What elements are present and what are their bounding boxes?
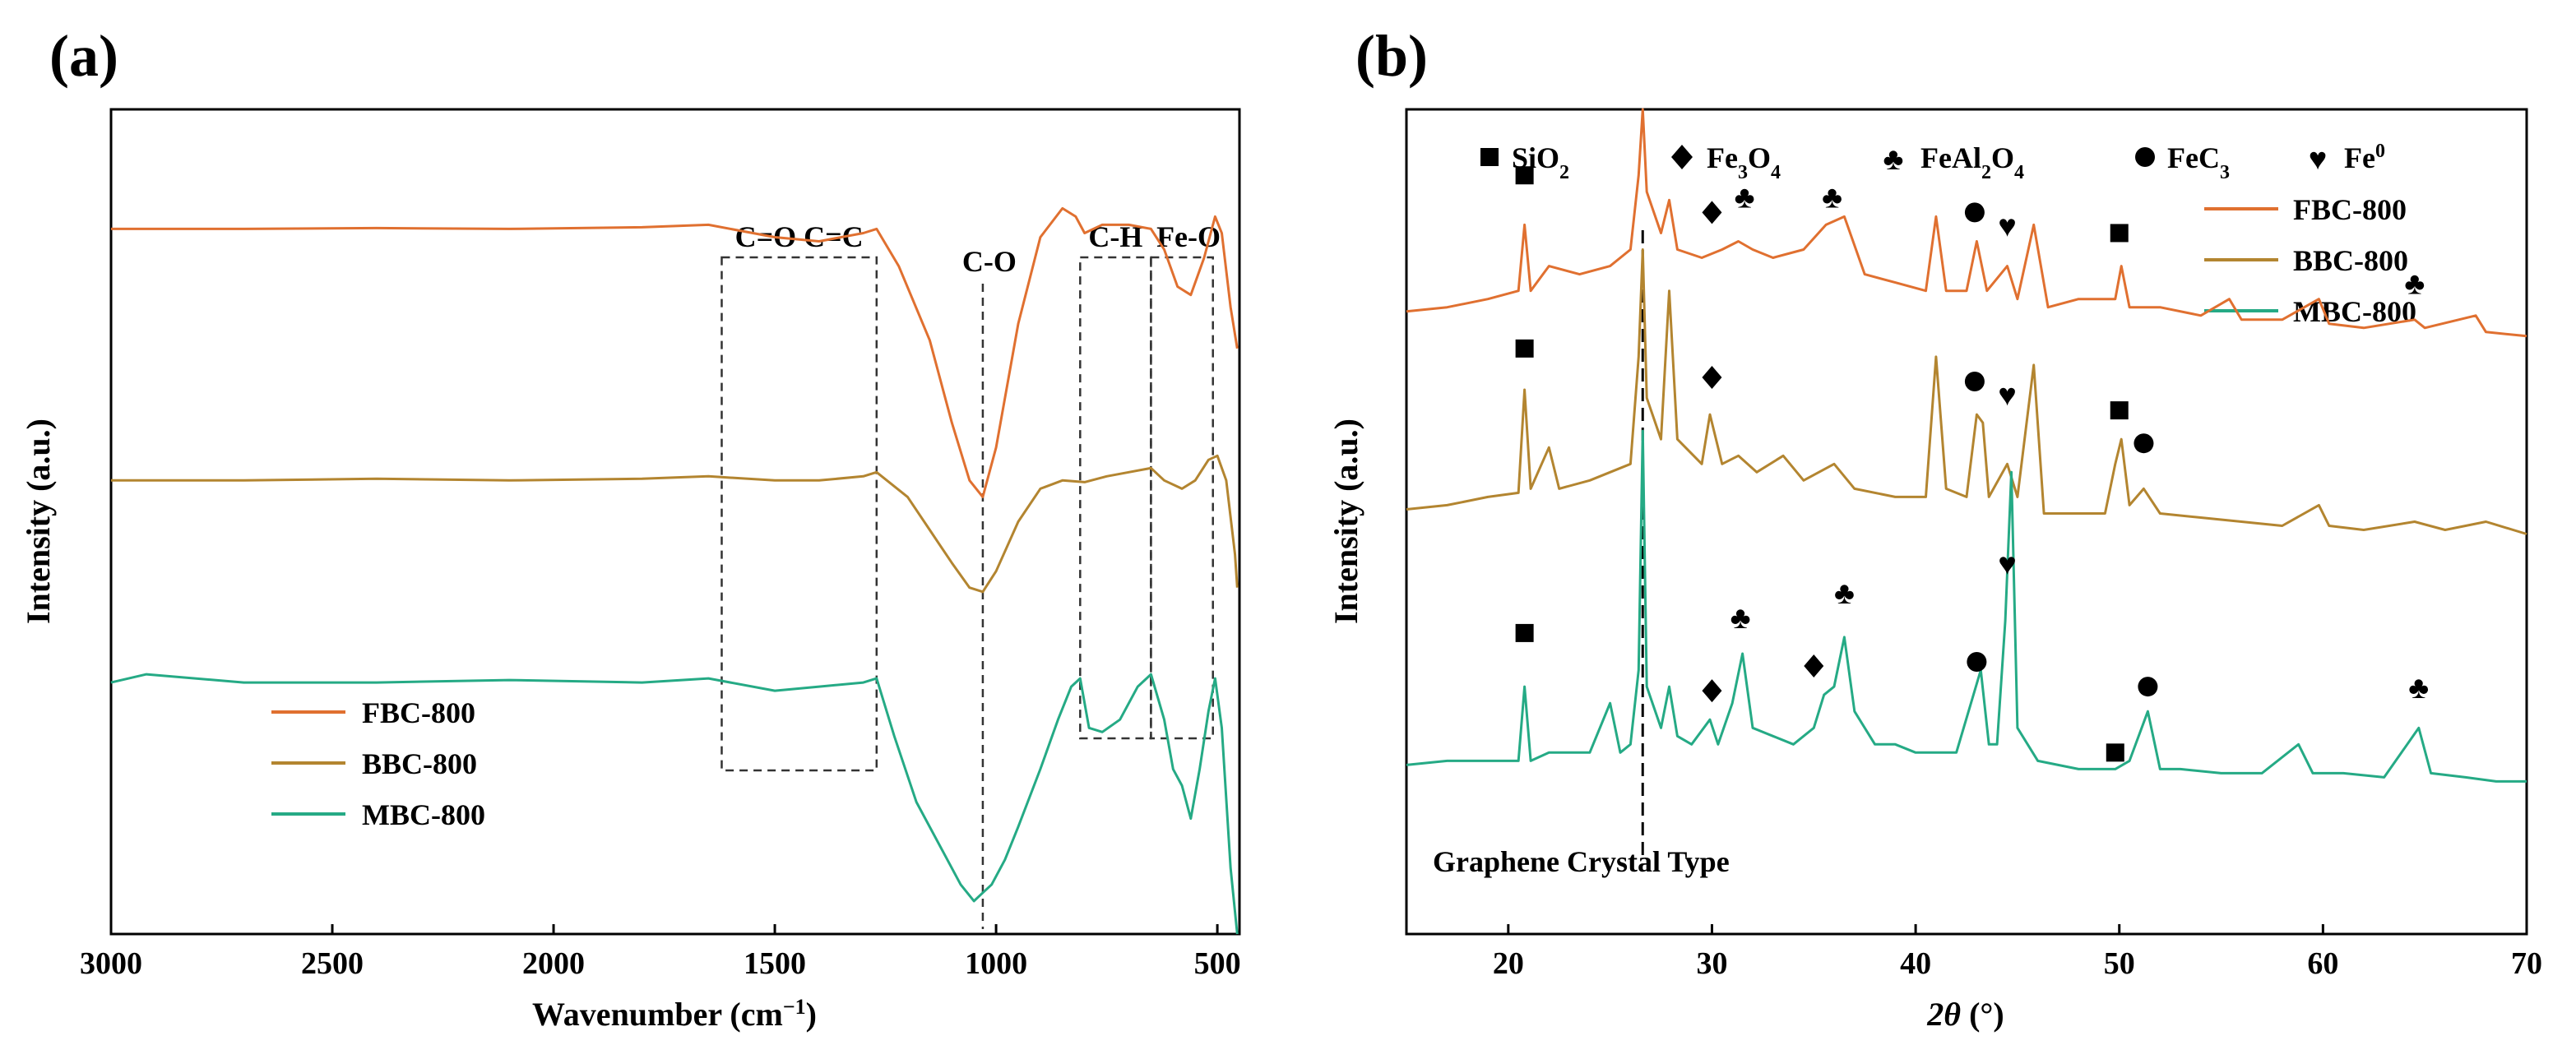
panel-a-x-tick-label-1000: 1000 [965,946,1027,981]
black-heart-icon-mbc-800-20: ♥ [1998,548,2017,582]
panel-a-ftir: (a) 3000 2500 2000 1500 1000 500 Intensity (a… [20,23,1241,1033]
black-square-icon-bbc-800-8 [1515,339,1534,358]
panel-b-series-bbc-800 [1406,248,2527,535]
band-box-feo [1150,256,1214,740]
panel-b-label: (b) [1355,23,1428,89]
black-club-icon-mbc-800-18: ♣ [1834,576,1855,611]
black-heart-icon-bbc-800-11: ♥ [1998,378,2017,413]
phase-label-feal2o4: FeAl2O4 [1920,141,2024,183]
panel-a-series-mbc-800 [110,673,1239,935]
black-club-icon-fbc-800-7: ♣ [2404,267,2425,302]
band-box-co-cc [720,256,878,772]
black-circle-icon [2135,147,2155,167]
panel-b-series [1406,108,2527,783]
panel-a-series-fbc-800 [111,206,1239,498]
panel-b-x-tick-label-60: 60 [2307,946,2338,981]
panel-b-legend: FBC-800 BBC-800 MBC-800 [2204,193,2416,328]
black-diamond-icon-mbc-800-15 [1702,679,1722,703]
panel-a-series [110,206,1239,935]
panel-b-phase-legend: SiO2 Fe3O4 ♣ FeAl2O4 FeC3 ♥ Fe0 [1480,141,2385,183]
phase-label-fe3o4: Fe3O4 [1707,141,1781,183]
panel-b-x-axis-title: 2θ (°) [1926,996,2004,1033]
panel-a-x-tick-label-3000: 3000 [80,946,142,981]
black-heart-icon-fbc-800-5: ♥ [1998,209,2017,243]
panel-a-x-tick-label-1500: 1500 [744,946,806,981]
legend-b-label-bbc: BBC-800 [2293,244,2408,277]
graphene-crystal-type-label: Graphene Crystal Type [1433,845,1730,878]
black-heart-icon: ♥ [2309,142,2328,177]
panel-b-xrd: (b) 20 30 40 50 60 70 Intensity (a.u.) 2θ (°)… [1327,23,2542,1033]
black-circle-icon-bbc-800-10 [1964,371,1985,391]
panel-a-y-axis-title: Intensity (a.u.) [20,419,57,624]
black-club-icon-fbc-800-2: ♣ [1735,180,1755,215]
panel-b-x-tick-label-30: 30 [1696,946,1727,981]
panel-b-series-fbc-800 [1406,108,2527,338]
panel-b-x-tick-label-70: 70 [2511,946,2542,981]
black-square-icon [1480,148,1499,166]
panel-b-peak-markers: ♣ ♣ ♥ ♣ ♥ ♣ ♣ ♥ ♣ [1515,166,2429,762]
panel-a-frame [109,108,1241,936]
panel-a-x-ticks: 3000 2500 2000 1500 1000 500 [80,924,1241,981]
panel-a-series-bbc-800 [111,454,1239,594]
black-square-icon-fbc-800-6 [2110,224,2129,243]
black-club-icon-fbc-800-3: ♣ [1822,180,1842,215]
black-circle-icon-mbc-800-19 [1967,652,1987,673]
black-square-icon-fbc-800-0 [1515,166,1534,185]
legend-b-label-fbc: FBC-800 [2293,193,2407,226]
black-diamond-icon-fbc-800-1 [1702,201,1722,224]
panel-a-label: (a) [49,23,118,89]
panel-b-frame [1405,108,2528,936]
panel-a-band-annotations: C=O C=C C-O C-H Fe-O [720,220,1221,929]
black-diamond-icon-mbc-800-17 [1804,654,1824,678]
panel-b-y-axis-title: Intensity (a.u.) [1327,419,1364,624]
panel-a-x-tick-label-500: 500 [1194,946,1241,981]
black-circle-icon-mbc-800-22 [2138,677,2158,697]
black-diamond-icon-bbc-800-9 [1702,365,1722,389]
panel-b-x-tick-label-40: 40 [1900,946,1931,981]
black-circle-icon-fbc-800-4 [1964,202,1985,223]
black-circle-icon-bbc-800-13 [2134,433,2154,454]
legend-a-label-fbc: FBC-800 [362,696,475,729]
black-square-icon-mbc-800-14 [1515,623,1534,642]
legend-a-label-bbc: BBC-800 [362,747,477,780]
band-box-ch [1079,256,1152,740]
panel-a-legend: FBC-800 BBC-800 MBC-800 [271,696,485,831]
panel-a-x-tick-label-2500: 2500 [301,946,364,981]
black-diamond-icon [1671,145,1693,169]
panel-b-x-tick-label-50: 50 [2104,946,2135,981]
panel-b-x-tick-label-20: 20 [1493,946,1524,981]
black-square-icon-mbc-800-21 [2106,743,2124,762]
legend-a-label-mbc: MBC-800 [362,798,485,831]
black-club-icon: ♣ [1883,142,1904,177]
black-club-icon-mbc-800-16: ♣ [1730,601,1751,636]
panel-b-x-ticks: 20 30 40 50 60 70 [1493,924,2542,981]
black-square-icon-bbc-800-12 [2110,401,2129,420]
panel-a-x-tick-label-2000: 2000 [522,946,585,981]
band-label-c-o: C-O [962,245,1017,278]
panel-b-series-mbc-800 [1406,429,2527,783]
phase-label-fec3: FeC3 [2167,141,2230,183]
black-club-icon-mbc-800-23: ♣ [2408,671,2429,705]
panel-a-x-axis-title: Wavenumber (cm−1) [532,995,817,1034]
phase-label-fe0: Fe0 [2344,141,2385,174]
